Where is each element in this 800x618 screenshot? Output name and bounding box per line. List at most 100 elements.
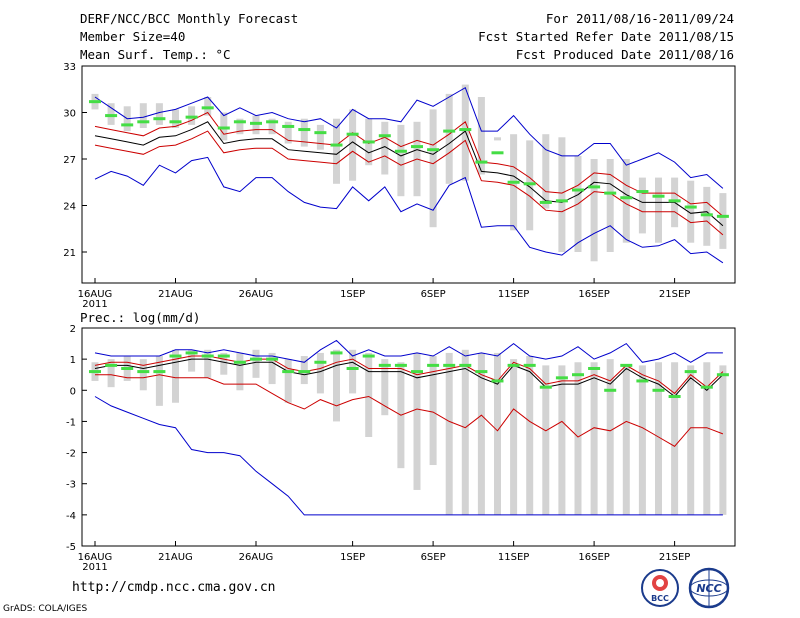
median-marker: [233, 360, 246, 364]
ensemble-box: [300, 356, 308, 385]
ensemble-box: [671, 362, 679, 515]
ensemble-mean-line: [94, 121, 724, 227]
y-tick-label: 0: [70, 386, 76, 397]
forecast-period: For 2011/08/16-2011/09/24: [545, 11, 734, 26]
ensemble-box: [139, 359, 147, 391]
y-tick-label: 21: [63, 248, 76, 259]
ensemble-box: [510, 359, 518, 515]
ensemble-box: [188, 349, 196, 372]
x-tick-label: 1SEP: [340, 289, 365, 300]
ensemble-box: [590, 362, 598, 515]
ensemble-box: [655, 362, 662, 515]
ensemble-box: [172, 349, 179, 403]
median-marker: [620, 196, 633, 200]
x-tick-label: 21SEP: [659, 289, 690, 300]
bcc-logo: BCC: [641, 569, 679, 607]
spread-high-line: [94, 111, 724, 217]
variable-label: Mean Surf. Temp.: °C: [80, 47, 231, 62]
median-marker: [588, 185, 601, 189]
x-tick-label: 1SEP: [340, 552, 365, 563]
median-marker: [330, 143, 343, 147]
median-marker: [555, 199, 568, 203]
y-tick-label: 27: [63, 155, 76, 166]
ensemble-box: [300, 118, 308, 147]
ensemble-box: [188, 106, 196, 125]
median-marker: [668, 199, 681, 203]
ensemble-box: [236, 118, 244, 135]
ensemble-box: [333, 349, 340, 422]
median-marker: [201, 354, 214, 358]
median-marker: [491, 151, 504, 155]
median-marker: [217, 354, 230, 358]
median-marker: [443, 363, 456, 367]
ensemble-box: [622, 159, 630, 243]
y-tick-label: -3: [66, 480, 76, 491]
ensemble-box: [542, 365, 550, 515]
ensemble-box: [574, 362, 582, 515]
median-marker: [298, 370, 311, 374]
ensemble-box: [622, 365, 630, 515]
median-marker: [89, 100, 101, 104]
median-marker: [700, 213, 713, 217]
ensemble-box: [558, 365, 566, 515]
ensemble-box: [204, 349, 212, 378]
ensemble-box: [703, 186, 711, 246]
ensemble-box: [172, 109, 179, 128]
median-marker: [572, 188, 584, 192]
plot-frame: [81, 327, 736, 547]
y-tick-label: -4: [66, 511, 76, 522]
ensemble-box: [268, 352, 276, 385]
ensemble-box: [477, 97, 485, 175]
median-marker: [491, 379, 504, 383]
ensemble-box: [461, 349, 469, 515]
ensemble-box: [687, 180, 695, 243]
ensemble-box: [381, 121, 389, 175]
median-marker: [604, 191, 617, 195]
median-marker: [314, 131, 327, 135]
ensemble-box: [558, 137, 566, 252]
x-tick-label: 6SEP: [421, 552, 446, 563]
envelope-high-line: [94, 339, 723, 363]
header-right: For 2011/08/16-2011/09/24 Fcst Started Re…: [478, 10, 734, 64]
y-tick-label: -1: [66, 417, 76, 428]
ensemble-box: [655, 177, 662, 243]
ncc-logo-text: NCC: [696, 582, 721, 595]
ensemble-box: [429, 109, 437, 228]
header-left: DERF/NCC/BCC Monthly Forecast Member Size…: [80, 10, 298, 64]
ensemble-box: [268, 118, 276, 135]
produced-date: Fcst Produced Date 2011/08/16: [515, 47, 734, 62]
median-marker: [89, 370, 101, 374]
x-tick-label: 11SEP: [498, 552, 529, 563]
ensemble-box: [413, 352, 421, 490]
ensemble-box: [252, 115, 260, 135]
median-marker: [459, 363, 472, 367]
median-marker: [185, 351, 198, 355]
x-tick-label: 16SEP: [578, 289, 609, 300]
median-marker: [411, 370, 423, 374]
ensemble-box: [526, 356, 534, 515]
y-tick-label: -2: [66, 449, 76, 460]
ensemble-box: [204, 97, 212, 116]
y-tick-label: -5: [66, 542, 76, 553]
median-marker: [523, 363, 536, 367]
median-marker: [250, 121, 262, 125]
ensemble-box: [349, 349, 357, 394]
median-marker: [443, 129, 456, 133]
median-marker: [250, 357, 262, 361]
envelope-low-line: [94, 156, 724, 264]
spread-low-line: [94, 130, 724, 236]
y-tick-label: 1: [70, 355, 76, 366]
median-marker: [314, 360, 327, 364]
member-size: Member Size=40: [80, 29, 186, 44]
ensemble-box: [542, 134, 550, 209]
median-marker: [394, 149, 407, 153]
plot-frame: [81, 65, 736, 284]
ensemble-box: [381, 359, 389, 416]
median-marker: [153, 370, 166, 374]
ensemble-box: [155, 103, 163, 125]
x-tick-label: 16SEP: [578, 552, 609, 563]
ensemble-box: [139, 103, 147, 128]
source-url[interactable]: http://cmdp.ncc.cma.gov.cn: [72, 580, 276, 595]
median-marker: [507, 180, 520, 184]
